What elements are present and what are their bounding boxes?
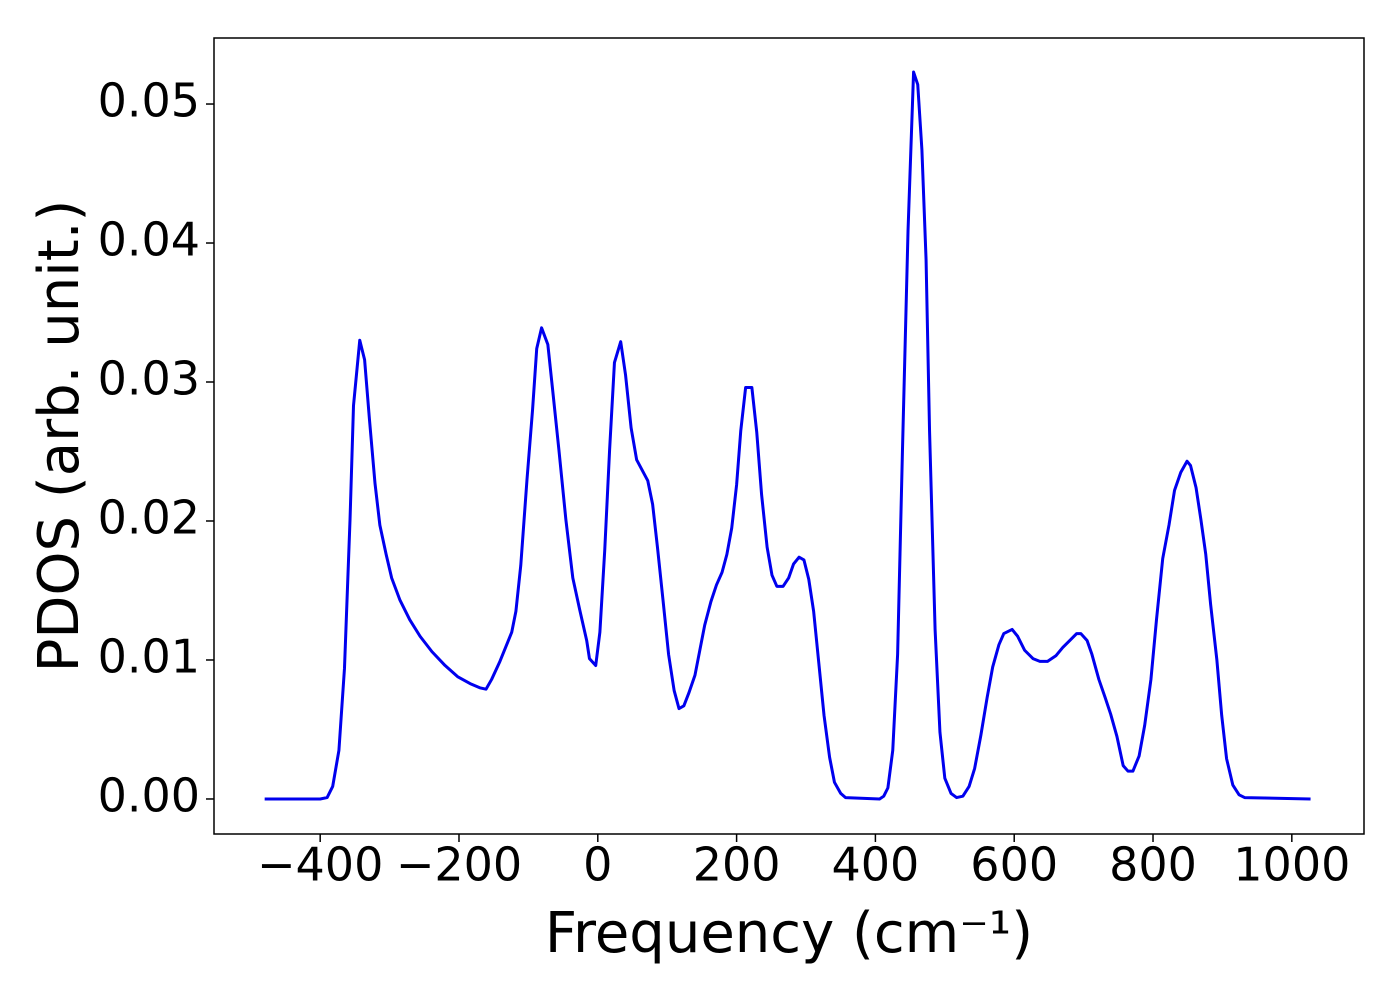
y-tick-label: 0.00	[98, 768, 200, 822]
y-tick-label: 0.05	[98, 74, 200, 128]
y-tick-label: 0.01	[98, 629, 200, 683]
x-tick-label: 200	[693, 838, 781, 892]
x-tick-label: 800	[1109, 838, 1197, 892]
x-tick-label: 0	[583, 838, 612, 892]
y-tick-label: 0.03	[98, 352, 200, 406]
x-tick-label: −200	[396, 838, 522, 892]
data-line	[264, 70, 1311, 801]
x-tick-label: −400	[257, 838, 383, 892]
x-tick-label: 600	[970, 838, 1058, 892]
x-tick-label: 1000	[1233, 838, 1350, 892]
y-tick-label: 0.02	[98, 490, 200, 544]
y-axis-label: PDOS (arb. unit.)	[27, 200, 92, 673]
x-axis-label: Frequency (cm⁻¹)	[545, 901, 1033, 966]
x-tick-label: 400	[831, 838, 919, 892]
plot-frame	[213, 37, 1365, 835]
y-tick-label: 0.04	[98, 213, 200, 267]
